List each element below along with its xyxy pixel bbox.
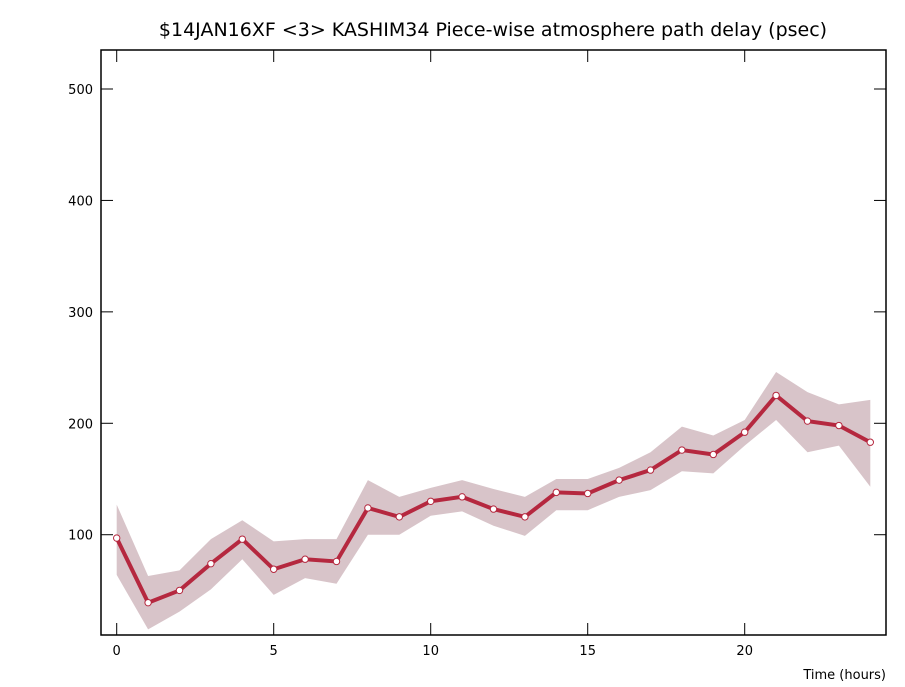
y-tick-label: 100 [68, 529, 93, 544]
plot-frame [100, 49, 887, 636]
data-point [301, 555, 309, 563]
data-point [427, 497, 435, 505]
data-point [175, 586, 184, 595]
data-point [144, 598, 152, 607]
x-tick-label: 20 [736, 644, 753, 659]
x-axis-label: Time (hours) [802, 668, 886, 683]
data-point [552, 488, 560, 497]
data-point [238, 535, 247, 543]
data-point [584, 489, 592, 498]
data-point [395, 513, 403, 521]
error-band [116, 372, 871, 630]
y-tick-label: 500 [68, 83, 93, 98]
x-tick-label: 0 [113, 644, 121, 659]
x-tick-label: 15 [579, 644, 596, 659]
y-tick-label: 200 [68, 417, 93, 432]
data-point [678, 446, 686, 454]
data-point [803, 417, 812, 425]
data-point [772, 391, 780, 400]
data-point [270, 565, 278, 573]
data-point [113, 534, 121, 542]
data-point [332, 557, 341, 566]
data-point [458, 493, 466, 501]
data-point [364, 504, 372, 512]
data-point [866, 438, 874, 446]
data-point [835, 421, 843, 430]
data-point [646, 466, 655, 474]
data-point [489, 505, 498, 513]
data-point [741, 428, 749, 436]
data-point [207, 559, 215, 568]
chart-title: $14JAN16XF <3> KASHIM34 Piece-wise atmos… [159, 19, 827, 41]
data-point [521, 513, 529, 521]
data-point [615, 476, 623, 484]
x-tick-label: 5 [270, 644, 278, 659]
y-tick-label: 300 [68, 306, 93, 321]
x-tick-label: 10 [422, 644, 439, 659]
y-tick-label: 400 [68, 194, 93, 209]
data-point [709, 450, 717, 459]
